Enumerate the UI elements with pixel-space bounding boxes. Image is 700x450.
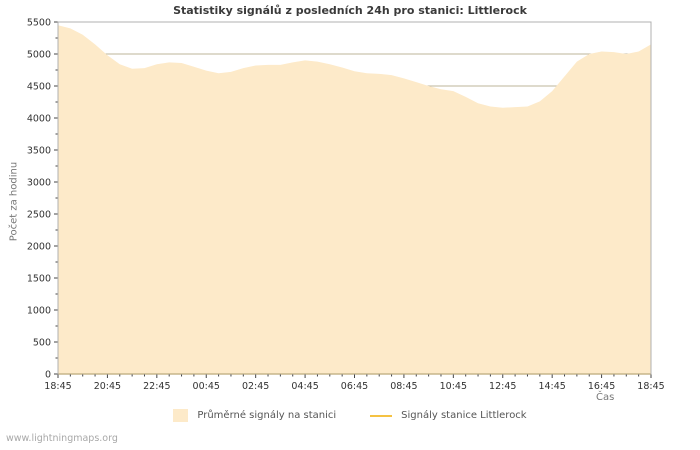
x-axis-tick-label: 04:45: [291, 381, 318, 392]
x-axis-tick-label: 18:45: [44, 381, 71, 392]
legend-item-station-signals: Signály stanice Littlerock: [370, 410, 527, 421]
area-swatch-icon: [173, 409, 189, 422]
y-axis-tick-label: 5000: [27, 50, 51, 61]
legend-label-average-signals: Průměrné signály na stanici: [197, 410, 337, 421]
x-axis-tick-label: 20:45: [94, 381, 121, 392]
y-axis-tick-label: 3000: [27, 178, 51, 189]
x-axis-title: Čas: [596, 392, 615, 403]
x-axis-tick-label: 10:45: [440, 381, 467, 392]
y-axis-tick-label: 4000: [27, 114, 51, 125]
x-axis-tick-label: 06:45: [341, 381, 368, 392]
y-axis-tick-label: 2000: [27, 242, 51, 253]
legend-item-average-signals: Průměrné signály na stanici: [173, 409, 336, 422]
x-axis-tick-label: 18:45: [637, 381, 664, 392]
x-axis-tick-label: 22:45: [143, 381, 170, 392]
y-axis-title: Počet za hodinu: [8, 161, 20, 242]
y-axis-tick-label: 1000: [27, 306, 51, 317]
plot-frame: [57, 21, 652, 375]
x-axis-tick-label: 14:45: [538, 381, 565, 392]
x-axis-tick-label: 12:45: [489, 381, 516, 392]
chart-legend: Průměrné signály na stanici Signály stan…: [0, 409, 700, 422]
y-axis-tick-label: 1500: [27, 274, 51, 285]
y-axis-tick-label: 0: [45, 370, 51, 381]
y-axis-tick-label: 3500: [27, 146, 51, 157]
y-axis-tick-label: 5500: [27, 18, 51, 29]
x-axis-tick-label: 00:45: [193, 381, 220, 392]
y-axis-tick-label: 500: [33, 338, 51, 349]
area-series-average-signals: [58, 25, 651, 374]
y-axis-tick-label: 4500: [27, 82, 51, 93]
x-axis-tick-label: 02:45: [242, 381, 269, 392]
x-axis-tick-label: 08:45: [390, 381, 417, 392]
watermark-label: www.lightningmaps.org: [6, 433, 118, 444]
chart-plot-area: 0 500 1000 1500 2000 2500 3000 3500 4000 4500 5000…: [27, 18, 665, 393]
line-swatch-icon: [370, 414, 393, 417]
x-axis-tick-label: 16:45: [588, 381, 615, 392]
legend-label-station-signals: Signály stanice Littlerock: [401, 410, 527, 421]
chart-title: Statistiky signálů z posledních 24h pro …: [173, 4, 527, 17]
y-axis-tick-label: 2500: [27, 210, 51, 221]
